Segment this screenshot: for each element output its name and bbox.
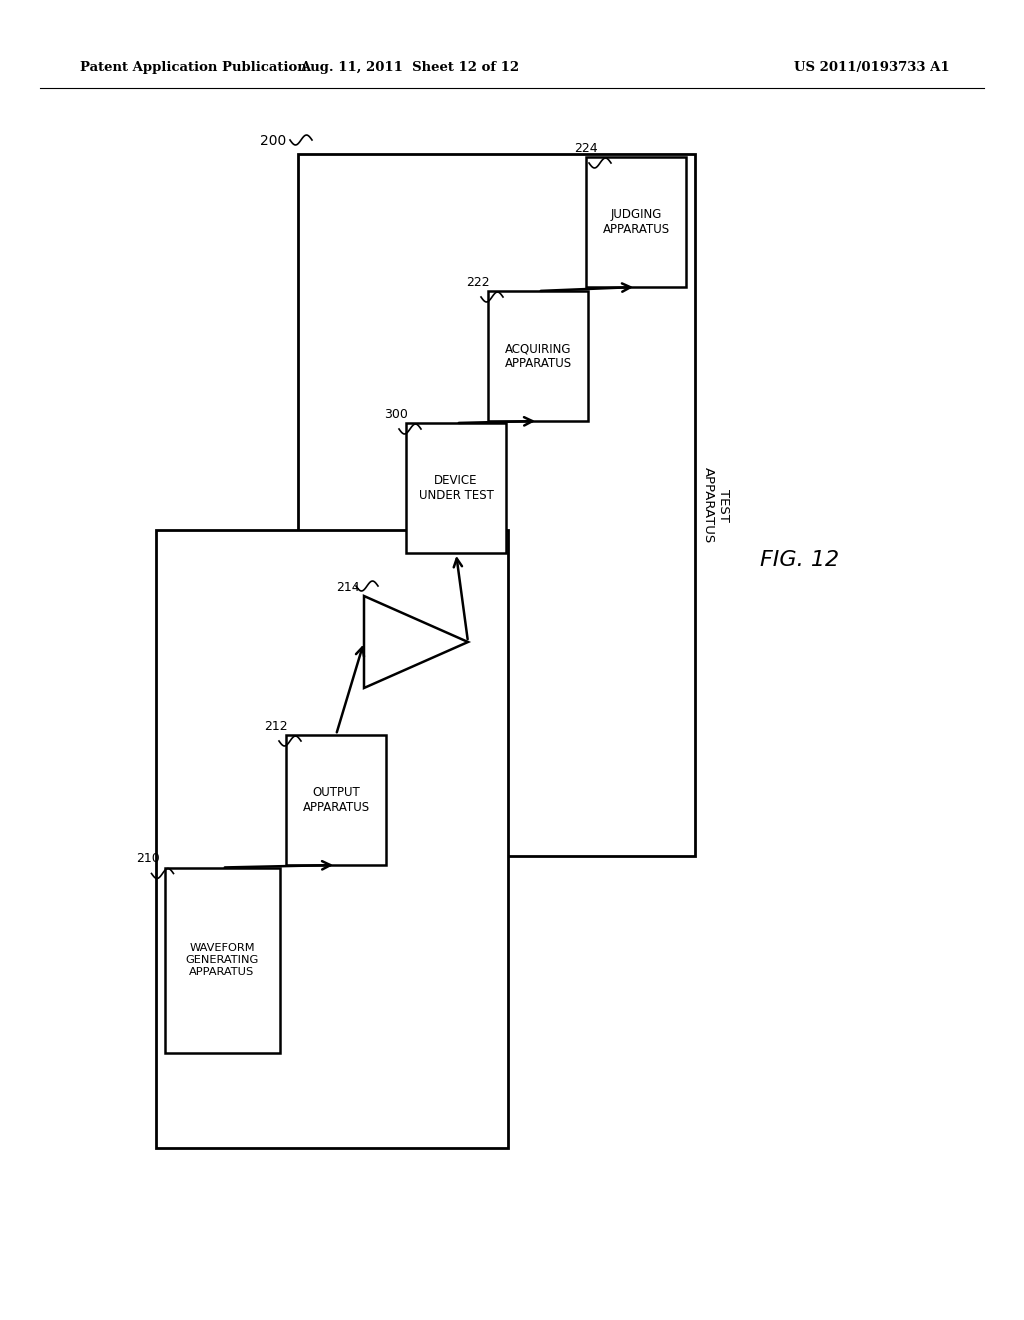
Text: WAVEFORM
GENERATING
APPARATUS: WAVEFORM GENERATING APPARATUS [185, 944, 259, 977]
Text: 214: 214 [336, 581, 359, 594]
Text: JUDGING
APPARATUS: JUDGING APPARATUS [602, 209, 670, 236]
Bar [156, 531, 508, 1148]
Bar [488, 290, 588, 421]
Bar [586, 157, 686, 286]
Bar [298, 154, 695, 855]
Text: US 2011/0193733 A1: US 2011/0193733 A1 [795, 62, 950, 74]
Bar [406, 422, 506, 553]
Bar [286, 735, 386, 865]
Text: 212: 212 [264, 719, 288, 733]
Text: 222: 222 [466, 276, 489, 289]
Text: Aug. 11, 2011  Sheet 12 of 12: Aug. 11, 2011 Sheet 12 of 12 [300, 62, 519, 74]
Text: 200: 200 [260, 135, 286, 148]
Text: OUTPUT
APPARATUS: OUTPUT APPARATUS [302, 785, 370, 814]
Text: 300: 300 [384, 408, 408, 421]
Bar [165, 867, 280, 1052]
Text: FIG. 12: FIG. 12 [761, 550, 840, 570]
Text: Patent Application Publication: Patent Application Publication [80, 62, 307, 74]
Text: DEVICE
UNDER TEST: DEVICE UNDER TEST [419, 474, 494, 502]
Text: ACQUIRING
APPARATUS: ACQUIRING APPARATUS [505, 342, 571, 370]
Text: TEST
APPARATUS: TEST APPARATUS [702, 467, 730, 543]
Text: 210: 210 [136, 853, 160, 866]
Text: 224: 224 [574, 143, 598, 154]
Polygon shape [364, 597, 468, 688]
